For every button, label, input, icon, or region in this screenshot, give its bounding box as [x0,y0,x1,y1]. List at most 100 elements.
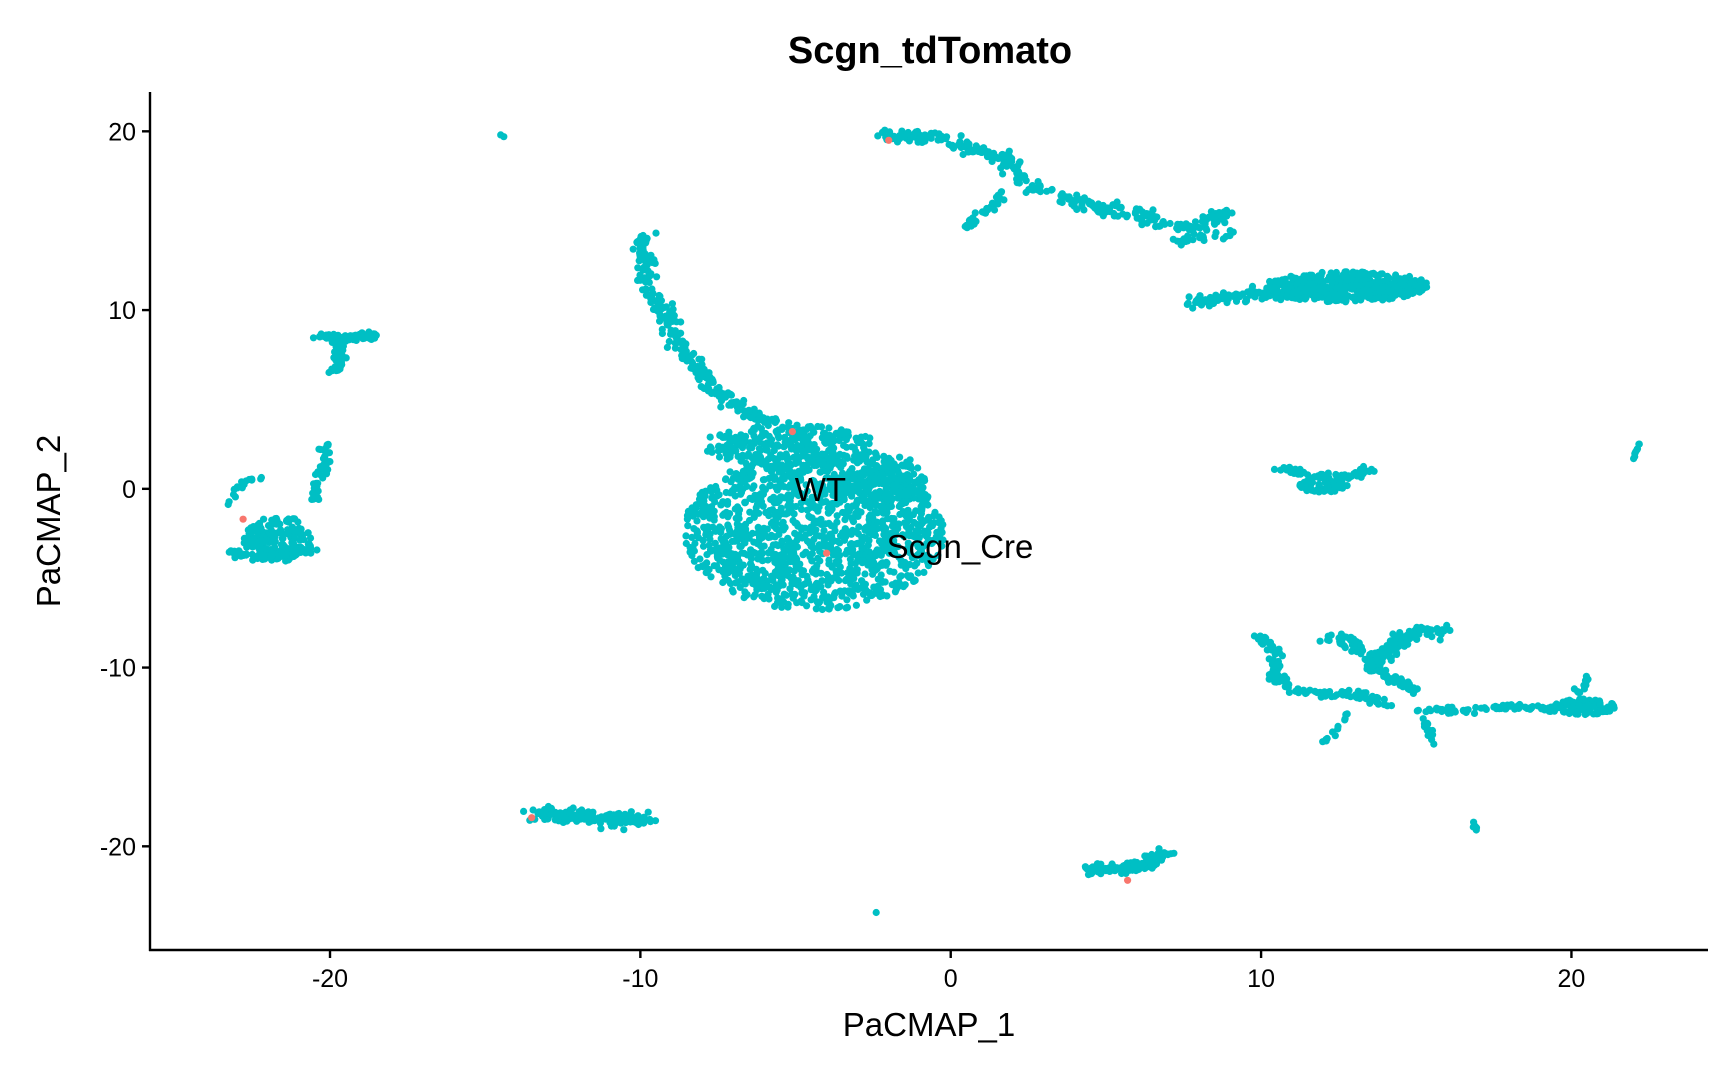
wt-point [888,469,897,477]
wt-point [828,439,836,447]
wt-point [260,515,268,523]
wt-point [717,525,726,533]
wt-point [1119,868,1127,876]
wt-point [1379,296,1387,304]
wt-point [717,403,725,411]
wt-point [744,475,752,483]
wt-point [777,481,785,489]
wt-point [1257,639,1265,647]
scgn-cre-point [788,428,797,436]
x-tick-label: 10 [1247,965,1275,993]
wt-point [896,475,905,483]
wt-point [1470,709,1479,718]
wt-point [812,580,820,589]
wt-point [735,510,743,518]
wt-point [971,209,979,217]
wt-point [1599,708,1607,716]
wt-point [930,537,938,545]
wt-point [729,588,737,596]
wt-point [649,305,658,313]
wt-point [311,470,320,479]
wt-point [571,815,579,823]
wt-point [760,476,768,484]
wt-point [1539,703,1547,712]
wt-point [843,443,851,451]
wt-point [726,567,734,575]
wt-point [704,387,713,395]
wt-point [994,200,1002,208]
wt-point [1350,635,1358,643]
wt-point [771,602,779,611]
wt-point [818,491,826,499]
wt-point [796,442,805,450]
wt-point [597,825,605,833]
wt-point [864,465,872,473]
wt-point [862,452,870,460]
scgn-cre-point [1124,876,1132,884]
wt-point [843,596,851,604]
wt-point [1167,850,1175,858]
wt-point [1197,231,1205,239]
wt-point [741,499,749,507]
wt-point [791,519,799,527]
wt-point [1328,278,1336,286]
wt-point [1416,281,1424,289]
wt-point [855,523,863,531]
wt-point [767,531,775,540]
wt-point [810,441,818,449]
wt-point [1159,218,1167,226]
wt-point [851,585,859,593]
wt-point [342,354,350,362]
wt-point [1419,715,1427,723]
wt-point [1387,637,1395,645]
wt-point [737,431,745,439]
wt-point [778,474,787,482]
wt-point [699,505,707,513]
wt-point [879,504,887,512]
wt-point [1346,472,1354,481]
wt-point [312,494,320,502]
wt-point [939,536,947,544]
wt-point [1353,270,1361,278]
wt-point [899,133,907,141]
wt-point [907,134,915,142]
wt-point [823,467,832,475]
wt-point [711,546,720,554]
wt-point [773,498,782,507]
wt-point [1584,675,1592,683]
wt-point [834,483,843,491]
wt-point [1027,185,1035,193]
wt-point [1338,688,1346,696]
wt-point [709,492,717,500]
wt-point [898,499,906,507]
wt-point [796,560,804,568]
wt-point [746,508,754,516]
x-tick-label: 0 [944,965,958,993]
wt-point [1105,207,1113,215]
wt-point [766,481,774,489]
wt-point [918,519,926,527]
wt-point [1087,870,1096,878]
wt-point [1123,211,1131,219]
wt-point [892,585,900,594]
wt-point [830,470,838,478]
wt-point [807,586,815,594]
wt-point [1351,297,1359,305]
wt-point [938,132,946,141]
wt-point [701,560,709,569]
wt-point [306,545,314,554]
wt-point [885,454,893,462]
wt-point [635,257,643,265]
wt-point [556,809,564,818]
wt-point [912,128,920,136]
wt-point [1371,283,1379,291]
wt-point [1015,179,1024,187]
wt-point [754,523,762,532]
wt-point [820,588,828,596]
wt-point [722,488,730,497]
wt-point [825,424,833,432]
wt-point [707,444,715,452]
wt-point [806,553,814,561]
wt-point [899,531,907,539]
wt-point [1391,291,1400,299]
